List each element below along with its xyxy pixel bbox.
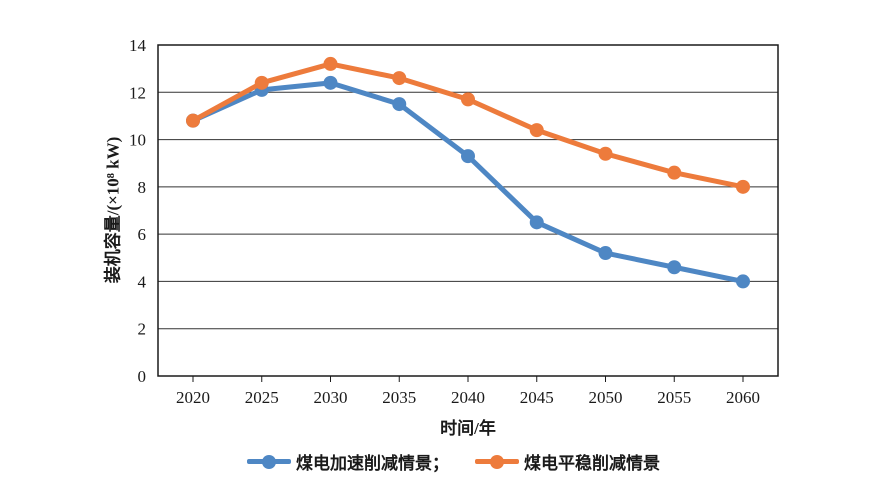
data-point xyxy=(254,75,269,90)
x-tick-label: 2020 xyxy=(176,388,210,407)
x-tick-label: 2040 xyxy=(451,388,485,407)
data-point xyxy=(461,92,475,107)
y-tick-label: 10 xyxy=(129,131,146,150)
x-axis-title: 时间/年 xyxy=(440,419,496,438)
y-tick-label: 8 xyxy=(138,178,147,197)
data-point xyxy=(392,97,407,112)
data-point xyxy=(667,260,682,275)
x-tick-label: 2030 xyxy=(314,388,348,407)
series-line-0 xyxy=(190,80,746,284)
y-axis-title: 装机容量/(×10⁸ kW) xyxy=(103,136,123,284)
data-point xyxy=(461,149,475,164)
y-tick-label: 12 xyxy=(129,83,146,102)
y-tick-label: 14 xyxy=(129,36,147,55)
legend-label-steady-reduction: 煤电平稳削减情景 xyxy=(524,454,660,473)
data-point xyxy=(323,75,338,90)
data-point xyxy=(736,179,750,194)
data-point xyxy=(529,215,544,230)
legend-item-steady-reduction: 煤电平稳削减情景 xyxy=(475,449,660,474)
data-point xyxy=(598,246,613,261)
x-tick-label: 2045 xyxy=(520,388,554,407)
y-tick-label: 6 xyxy=(138,225,147,244)
data-point xyxy=(529,123,544,138)
data-point xyxy=(667,165,682,180)
x-tick-label: 2025 xyxy=(245,388,279,407)
circle-marker-icon xyxy=(262,454,276,469)
y-tick-label: 2 xyxy=(138,320,147,339)
data-point xyxy=(392,71,407,86)
data-point xyxy=(323,56,338,71)
legend-line-marker-icon xyxy=(475,454,519,469)
data-point xyxy=(736,274,750,289)
legend: 煤电加速削减情景； 煤电平稳削减情景 xyxy=(0,449,879,474)
x-tick-label: 2060 xyxy=(726,388,760,407)
x-tick-label: 2055 xyxy=(657,388,691,407)
circle-marker-icon xyxy=(490,454,504,469)
legend-item-accelerated-reduction: 煤电加速削减情景； xyxy=(247,449,449,474)
legend-label-accelerated-reduction: 煤电加速削减情景； xyxy=(296,454,449,473)
legend-line-marker-icon xyxy=(247,454,291,469)
y-tick-label: 0 xyxy=(138,367,147,386)
x-tick-label: 2035 xyxy=(382,388,416,407)
data-point xyxy=(186,113,200,128)
series-line-1 xyxy=(190,61,746,190)
data-point xyxy=(598,146,613,161)
x-tick-label: 2050 xyxy=(589,388,623,407)
y-tick-label: 4 xyxy=(138,272,147,291)
